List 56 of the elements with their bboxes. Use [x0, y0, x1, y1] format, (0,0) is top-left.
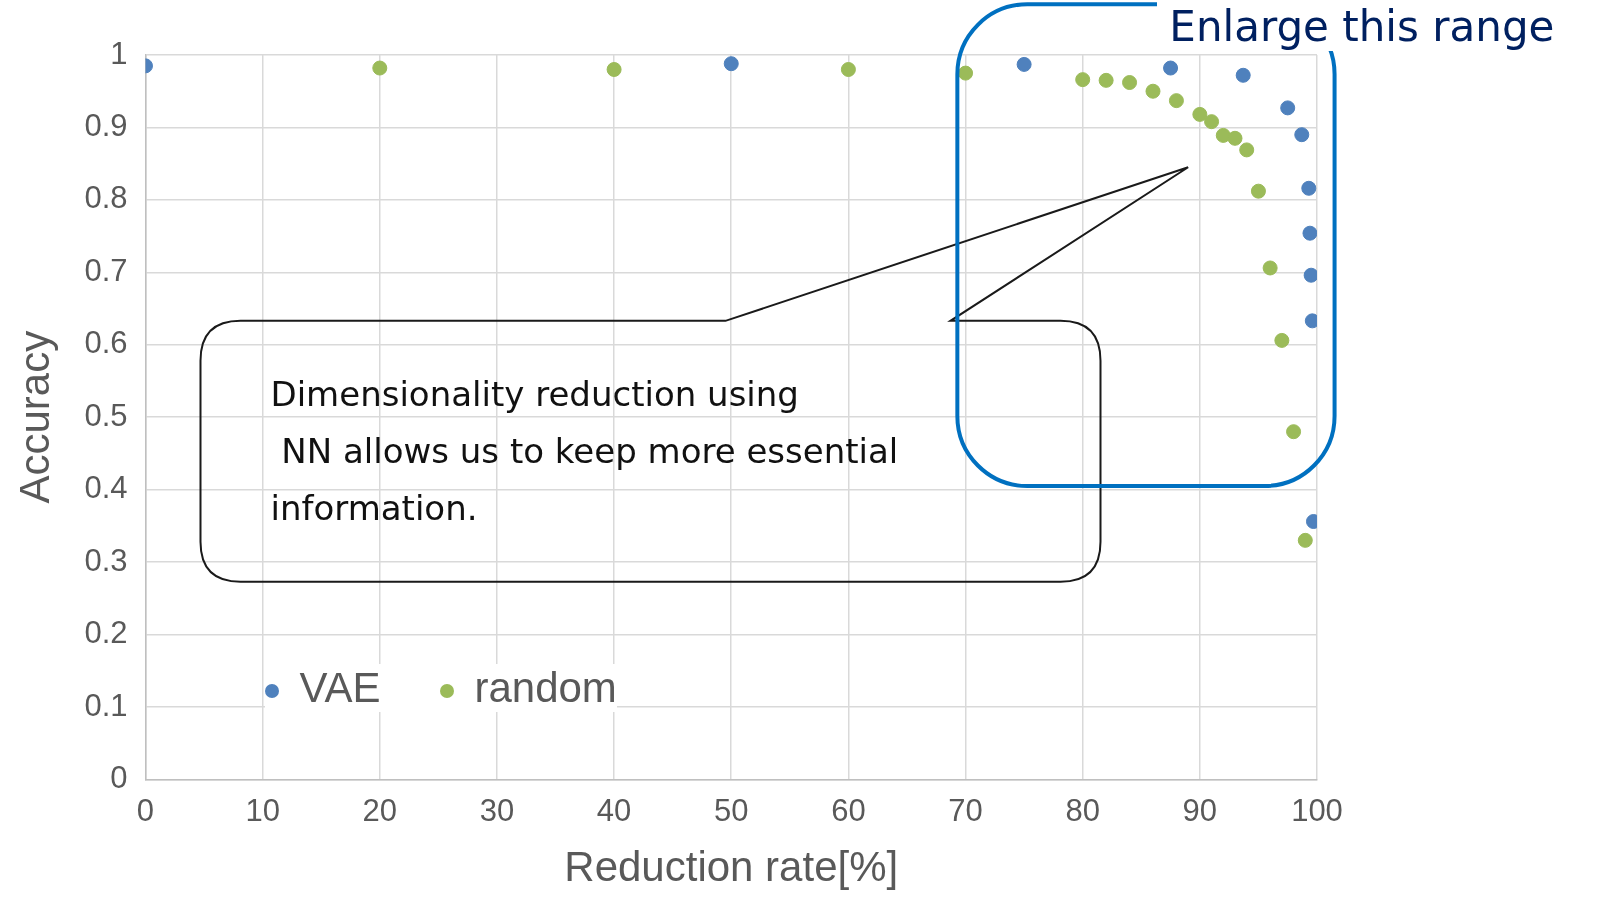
y-tick-label: 1: [110, 35, 128, 71]
x-tick-label: 20: [362, 792, 398, 828]
point: [1168, 93, 1184, 109]
y-tick-label: 0.5: [84, 397, 128, 433]
x-axis-title: Reduction rate[%]: [564, 843, 899, 891]
x-tick-label: 70: [948, 792, 983, 828]
point: [1250, 183, 1266, 199]
annotation: Dimensionality reduction using NN allows us to keep more essential information.: [270, 372, 899, 530]
y-tick-label: 0: [110, 759, 128, 795]
legend-label: VAE: [298, 664, 381, 713]
x-tick-label: 10: [245, 792, 280, 828]
y-tick-label: 0.6: [84, 325, 128, 361]
point: [1303, 267, 1317, 283]
point: [1192, 106, 1208, 122]
point: [723, 56, 739, 72]
point: [1016, 56, 1032, 72]
point: [1163, 60, 1179, 76]
point: [840, 61, 856, 77]
y-tick-label: 0.2: [84, 615, 128, 651]
y-tick-label: 0.9: [84, 107, 128, 143]
point: [606, 61, 622, 77]
x-tick-label: 0: [136, 792, 155, 828]
point: [1235, 67, 1251, 83]
y-tick-label: 0.4: [84, 470, 128, 506]
legend-label: random: [473, 664, 617, 713]
point: [1098, 72, 1114, 88]
point: [1302, 225, 1317, 241]
point: [372, 60, 388, 76]
point: [1204, 114, 1220, 130]
point: [1122, 75, 1138, 91]
point: [1215, 127, 1231, 143]
x-tick-label: 50: [714, 792, 749, 828]
point: [1297, 532, 1313, 548]
x-tick-label: 80: [1065, 792, 1100, 828]
y-tick-label: 0.3: [84, 542, 128, 578]
x-tick-label: 100: [1291, 792, 1343, 828]
point: [1294, 127, 1310, 143]
point: [1286, 424, 1302, 440]
y-tick-label: 0.1: [84, 687, 128, 723]
y-axis-title: Accuracy: [10, 330, 58, 504]
x-tick-label: 90: [1182, 792, 1218, 828]
point: [1145, 83, 1161, 99]
point: [958, 65, 974, 81]
y-tick-label: 0.8: [84, 180, 128, 216]
point: [1301, 180, 1317, 196]
x-tick-label: 40: [596, 792, 632, 828]
point: [1075, 72, 1091, 88]
point: [1274, 332, 1290, 348]
point: [1262, 260, 1278, 276]
x-tick-label: 60: [831, 792, 866, 828]
point: [1280, 100, 1296, 116]
point: [1227, 130, 1243, 146]
y-tick-label: 0.7: [84, 252, 128, 288]
point: [1239, 142, 1255, 158]
x-tick-label: 30: [479, 792, 515, 828]
text: Enlarge this range: [1157, 2, 1567, 51]
